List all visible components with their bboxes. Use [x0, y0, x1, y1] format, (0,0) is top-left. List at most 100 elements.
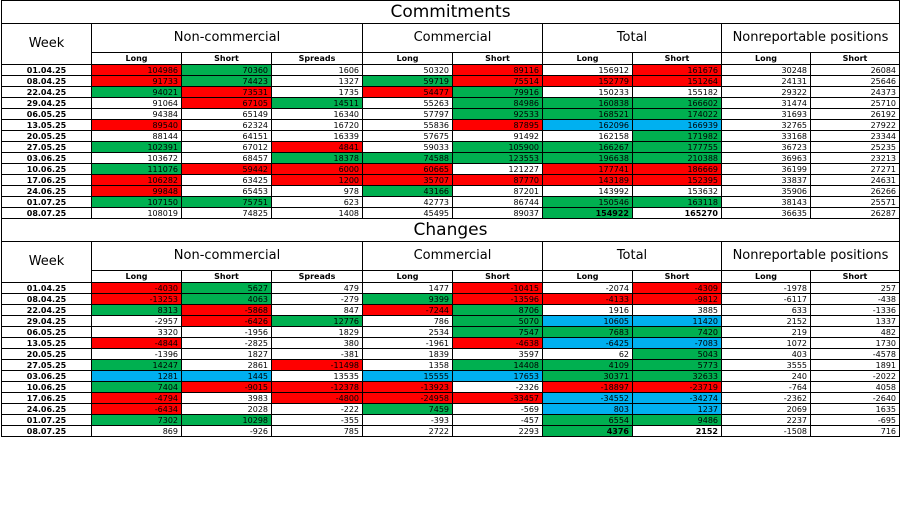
value-cell: 57797: [362, 108, 453, 120]
column-header: Short: [181, 270, 272, 283]
value-cell: 240: [721, 370, 811, 382]
value-cell: -6425: [542, 337, 633, 349]
value-cell: 847: [271, 304, 363, 316]
value-cell: 14408: [452, 359, 543, 371]
week-cell: 17.06.25: [1, 392, 92, 404]
value-cell: 105900: [452, 141, 543, 153]
value-cell: 1408: [271, 207, 363, 219]
value-cell: 25710: [809, 97, 900, 109]
value-cell: 150233: [542, 86, 633, 98]
value-cell: -2362: [721, 392, 811, 404]
value-cell: -4638: [452, 337, 543, 349]
value-cell: 1606: [271, 64, 363, 76]
value-cell: 31474: [721, 97, 811, 109]
value-cell: 13535: [271, 370, 363, 382]
value-cell: 62: [542, 348, 633, 360]
week-cell: 08.04.25: [1, 293, 92, 305]
value-cell: 9486: [632, 414, 722, 426]
value-cell: 2152: [632, 425, 722, 437]
value-cell: 1916: [542, 304, 633, 316]
value-cell: 156912: [542, 64, 633, 76]
value-cell: -4309: [632, 282, 722, 294]
value-cell: 8313: [91, 304, 182, 316]
table-row: 03.06.25 103672 68457 18378 74588 123553 19663…: [1, 152, 900, 164]
value-cell: 177741: [542, 163, 633, 175]
value-cell: 104986: [91, 64, 182, 76]
value-cell: 171982: [632, 130, 722, 142]
value-cell: 64151: [181, 130, 272, 142]
value-cell: -1508: [721, 425, 811, 437]
group-header: Total: [542, 23, 722, 53]
table-row: 27.05.25 14247 2861 -11498 1358 14408 4109 5773…: [1, 359, 900, 371]
value-cell: 67105: [181, 97, 272, 109]
week-cell: 01.04.25: [1, 64, 92, 76]
value-cell: 26287: [809, 207, 900, 219]
value-cell: 111076: [91, 163, 182, 175]
value-cell: 5773: [632, 359, 722, 371]
group-header-row: Week Non-commercial Commercial Total Nonrepo…: [1, 23, 900, 65]
value-cell: 36723: [721, 141, 811, 153]
value-cell: 2152: [721, 315, 811, 327]
value-cell: 87770: [452, 174, 543, 186]
value-cell: 152779: [542, 75, 633, 87]
table-row: 22.04.25 8313 -5868 847 -7244 8706 1916 3885 633…: [1, 304, 900, 316]
value-cell: -222: [271, 403, 363, 415]
value-cell: -4844: [91, 337, 182, 349]
column-header: Short: [632, 52, 722, 65]
value-cell: 32633: [632, 370, 722, 382]
value-cell: -9015: [181, 381, 272, 393]
value-cell: 26084: [809, 64, 900, 76]
value-cell: 7420: [632, 326, 722, 338]
value-cell: -13596: [452, 293, 543, 305]
value-cell: 59033: [362, 141, 453, 153]
value-cell: 2534: [362, 326, 453, 338]
value-cell: 29322: [721, 86, 811, 98]
value-cell: 186669: [632, 163, 722, 175]
report: Commitments Week Non-commercial Commercial T…: [0, 0, 900, 437]
value-cell: 978: [271, 185, 363, 197]
value-cell: 103672: [91, 152, 182, 164]
value-cell: 31693: [721, 108, 811, 120]
value-cell: 7547: [452, 326, 543, 338]
value-cell: 168521: [542, 108, 633, 120]
table-row: 22.04.25 94021 73531 1735 54477 79916 150233 15…: [1, 86, 900, 98]
column-header: Long: [721, 52, 811, 65]
table-row: 08.07.25 869 -926 785 2722 2293 4376 2152 -1508 7…: [1, 425, 900, 437]
value-cell: 161676: [632, 64, 722, 76]
value-cell: -33457: [452, 392, 543, 404]
table-row: 24.06.25 -6434 2028 -222 7459 -569 803 1237 2069…: [1, 403, 900, 415]
value-cell: 60665: [362, 163, 453, 175]
value-cell: 121227: [452, 163, 543, 175]
value-cell: 73531: [181, 86, 272, 98]
value-cell: 623: [271, 196, 363, 208]
value-cell: 2293: [452, 425, 543, 437]
week-cell: 22.04.25: [1, 86, 92, 98]
value-cell: 50320: [362, 64, 453, 76]
column-header: Long: [542, 52, 633, 65]
value-cell: 210388: [632, 152, 722, 164]
value-cell: 166602: [632, 97, 722, 109]
value-cell: -12378: [271, 381, 363, 393]
cot-report-table: Commitments Week Non-commercial Commercial T…: [0, 0, 900, 437]
value-cell: 3983: [181, 392, 272, 404]
value-cell: 196638: [542, 152, 633, 164]
value-cell: 24373: [809, 86, 900, 98]
value-cell: 25646: [809, 75, 900, 87]
week-cell: 13.05.25: [1, 337, 92, 349]
column-header: Short: [632, 270, 722, 283]
value-cell: 3555: [721, 359, 811, 371]
value-cell: 3320: [91, 326, 182, 338]
value-cell: 92533: [452, 108, 543, 120]
value-cell: 7302: [91, 414, 182, 426]
value-cell: 74588: [362, 152, 453, 164]
value-cell: 166939: [632, 119, 722, 131]
value-cell: -1978: [721, 282, 811, 294]
value-cell: 479: [271, 282, 363, 294]
value-cell: 5070: [452, 315, 543, 327]
value-cell: 4109: [542, 359, 633, 371]
table-row: 06.05.25 94384 65149 16340 57797 92533 168521 1…: [1, 108, 900, 120]
value-cell: 4376: [542, 425, 633, 437]
table-row: 20.05.25 -1396 1827 -381 1839 3597 62 5043 403 -4…: [1, 348, 900, 360]
section-title-row: Commitments: [0, 0, 900, 24]
week-cell: 10.06.25: [1, 381, 92, 393]
